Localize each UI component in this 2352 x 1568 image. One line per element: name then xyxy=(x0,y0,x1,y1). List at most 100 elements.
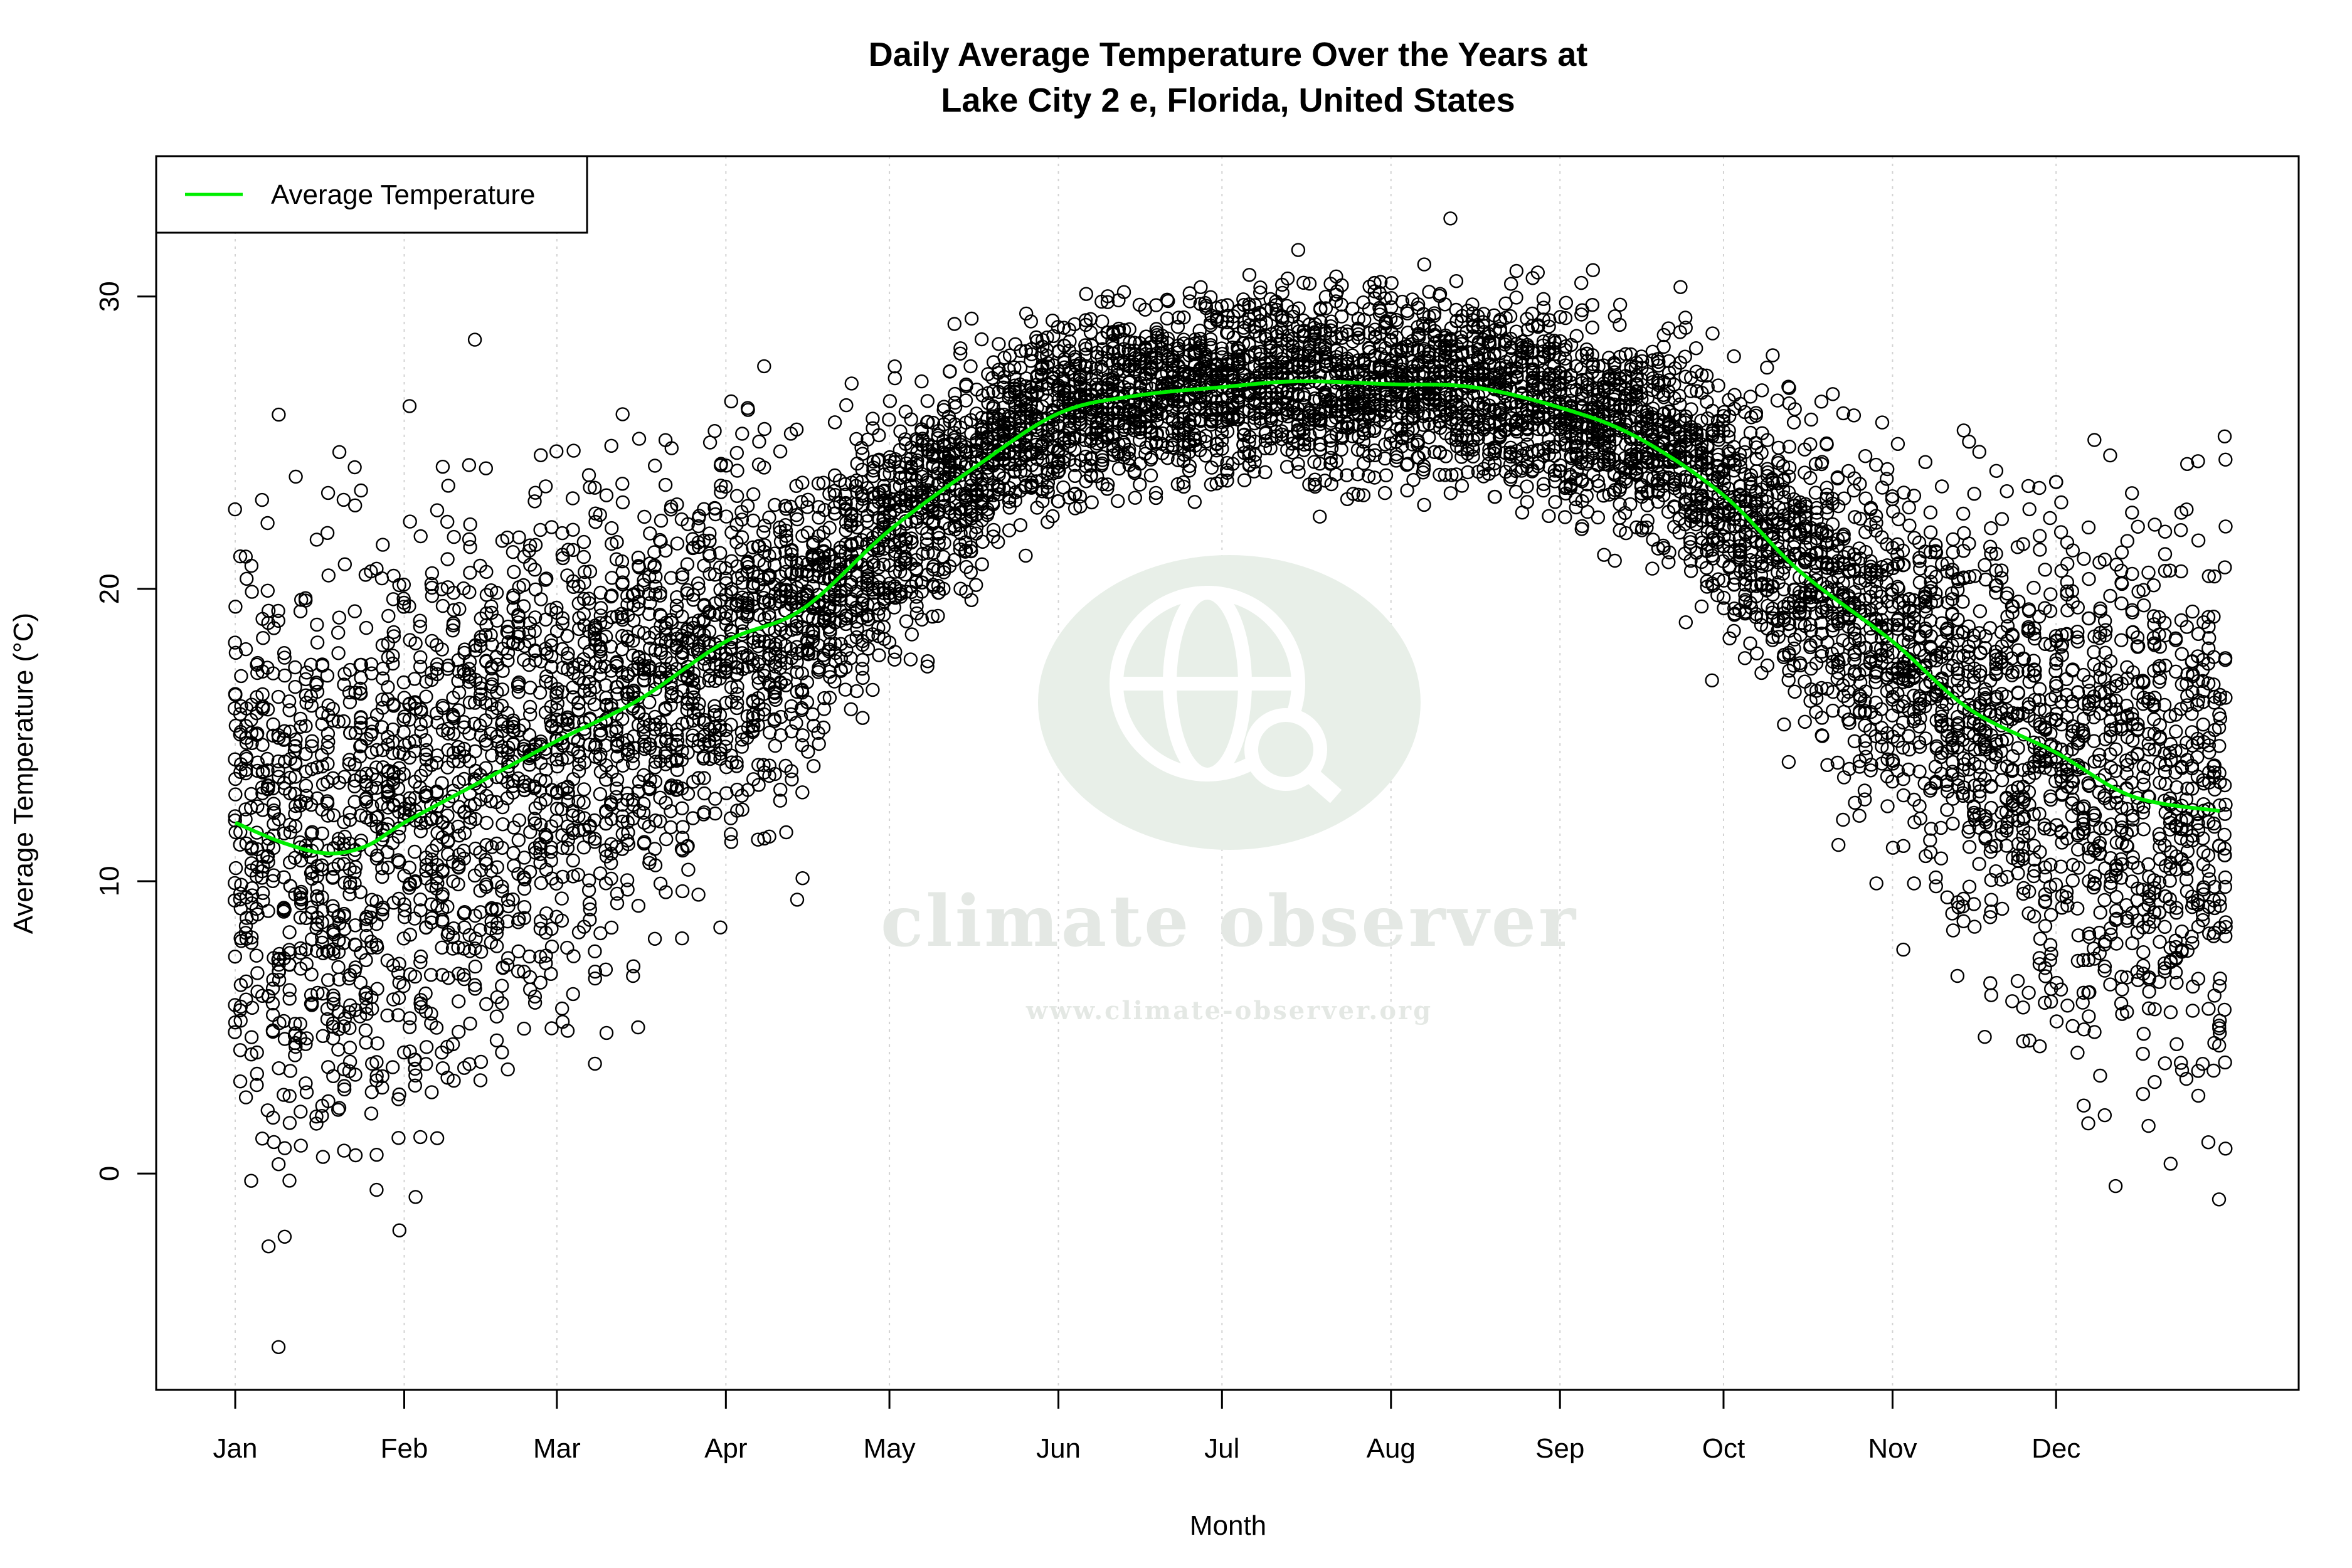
data-point xyxy=(2180,781,2195,796)
data-point xyxy=(2032,1039,2047,1054)
data-point xyxy=(887,371,903,386)
data-point xyxy=(549,444,564,458)
data-point xyxy=(920,659,935,674)
data-point xyxy=(1727,349,1741,364)
data-point xyxy=(1973,604,1988,618)
chart-title-line2: Lake City 2 e, Florida, United States xyxy=(941,82,1515,119)
data-point xyxy=(1203,332,1218,347)
data-point xyxy=(1983,976,1998,990)
data-point xyxy=(348,1148,363,1163)
data-point xyxy=(729,517,744,532)
data-point xyxy=(2049,1014,2064,1029)
data-point xyxy=(1825,387,1840,401)
data-point xyxy=(1296,275,1311,290)
data-point xyxy=(1890,437,1905,451)
data-point xyxy=(1673,280,1688,294)
data-point xyxy=(452,1024,466,1039)
data-point xyxy=(1760,360,1774,375)
data-point xyxy=(1258,441,1273,455)
data-point xyxy=(631,1020,645,1035)
data-point xyxy=(1869,876,1883,891)
data-point xyxy=(2070,953,2085,968)
data-point xyxy=(331,625,346,640)
data-point xyxy=(1836,406,1851,421)
data-point xyxy=(2217,429,2232,443)
data-point xyxy=(626,968,640,983)
data-point xyxy=(643,526,657,541)
data-point xyxy=(599,1025,614,1041)
data-point xyxy=(708,806,723,821)
data-point xyxy=(321,973,336,987)
data-point xyxy=(347,604,362,618)
data-point xyxy=(283,786,297,801)
data-point xyxy=(1869,516,1883,530)
data-point xyxy=(724,394,739,409)
data-point xyxy=(1973,646,1988,660)
data-point xyxy=(1661,555,1676,569)
data-point xyxy=(1291,465,1306,479)
data-point xyxy=(1586,263,1601,277)
data-point xyxy=(1013,518,1028,532)
data-point xyxy=(299,1076,313,1091)
data-point xyxy=(446,726,461,741)
data-point xyxy=(413,650,428,665)
data-point xyxy=(1848,510,1862,524)
data-point xyxy=(501,1062,515,1077)
data-point xyxy=(893,424,908,438)
data-point xyxy=(866,469,881,484)
data-point xyxy=(2201,569,2217,583)
watermark-name: climate observer xyxy=(881,881,1578,963)
data-point xyxy=(1902,518,1917,532)
data-point xyxy=(321,1094,336,1109)
data-point xyxy=(554,891,569,906)
data-point xyxy=(403,514,417,529)
data-point xyxy=(2191,1064,2205,1078)
data-point xyxy=(2124,486,2139,501)
data-point xyxy=(1443,211,1458,226)
data-point xyxy=(1645,561,1660,576)
data-point xyxy=(374,571,389,586)
data-point xyxy=(239,992,253,1007)
data-point xyxy=(255,1131,270,1146)
data-point xyxy=(495,978,509,993)
data-point xyxy=(1946,923,1961,938)
data-point xyxy=(403,967,418,982)
data-point xyxy=(260,1103,275,1118)
data-point xyxy=(1907,876,1921,891)
data-point xyxy=(2087,1025,2102,1039)
data-point xyxy=(283,879,297,893)
data-point xyxy=(332,610,346,625)
data-point xyxy=(288,679,302,694)
data-point xyxy=(1918,455,1933,469)
data-point xyxy=(702,673,716,688)
data-point xyxy=(992,337,1006,351)
data-point xyxy=(1688,341,1703,356)
data-point xyxy=(511,833,526,847)
data-point xyxy=(1820,436,1834,451)
data-point xyxy=(647,458,662,473)
data-point xyxy=(2016,1034,2030,1049)
data-point xyxy=(289,469,303,484)
data-point xyxy=(337,1079,352,1093)
data-point xyxy=(2076,985,2091,1000)
data-point xyxy=(953,346,968,361)
data-point xyxy=(2022,1033,2037,1048)
data-point xyxy=(2108,913,2123,928)
data-point xyxy=(2021,479,2036,494)
data-point xyxy=(947,317,962,331)
data-point xyxy=(2048,877,2063,892)
data-point xyxy=(610,896,625,911)
data-point xyxy=(681,862,696,877)
data-point xyxy=(512,530,526,544)
data-point xyxy=(403,1011,417,1025)
data-point xyxy=(2146,609,2161,623)
data-point xyxy=(571,925,586,940)
data-point xyxy=(615,477,630,491)
data-point xyxy=(424,1016,438,1030)
data-point xyxy=(1345,302,1360,316)
data-point xyxy=(2043,587,2058,601)
data-point xyxy=(968,578,983,592)
data-point xyxy=(588,515,603,529)
data-point xyxy=(615,407,630,421)
data-point xyxy=(1312,509,1327,524)
